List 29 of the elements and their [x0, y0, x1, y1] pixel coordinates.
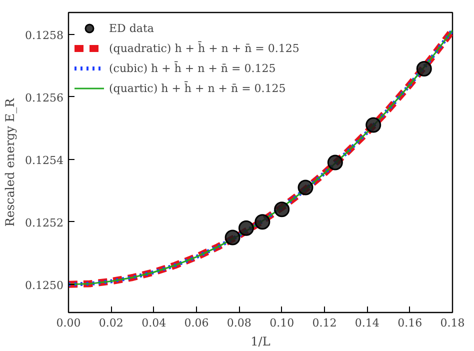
- point: [416, 61, 432, 76]
- y-axis-title: Rescaled energy E_R: [3, 97, 18, 227]
- point: [254, 214, 270, 230]
- point: [327, 154, 343, 170]
- legend-label: ED data: [109, 21, 154, 35]
- legend-label: (quartic) h + h̄ + n + n̄ = 0.125: [109, 81, 286, 95]
- point: [274, 202, 290, 218]
- legend-label: (cubic) h + h̄ + n + n̄ = 0.125: [109, 61, 276, 75]
- point: [298, 180, 314, 196]
- y-tick-label: 0.1258: [25, 28, 64, 42]
- x-tick-label: 0.00: [56, 316, 81, 330]
- point: [224, 230, 240, 246]
- y-tick-label: 0.1256: [25, 91, 64, 104]
- x-tick-label: 0.02: [98, 316, 124, 330]
- y-tick-label: 0.1250: [25, 278, 64, 292]
- x-tick-label: 0.16: [398, 316, 422, 330]
- x-tick-label: 0.10: [270, 316, 294, 330]
- x-tick-label: 0.18: [440, 316, 465, 330]
- x-tick-label: 0.14: [354, 316, 380, 330]
- x-tick-label: 0.06: [184, 316, 209, 330]
- x-tick-label: 0.04: [142, 316, 166, 330]
- x-axis-title: 1/L: [250, 334, 270, 348]
- legend-label: (quadratic) h + h̄ + n + n̄ = 0.125: [109, 41, 300, 55]
- x-tick-label: 0.08: [226, 316, 252, 330]
- point: [366, 117, 382, 133]
- x-tick-label: 0.12: [312, 316, 337, 330]
- y-tick-label: 0.1254: [25, 154, 64, 167]
- y-tick-label: 0.1252: [25, 216, 64, 230]
- point: [238, 220, 254, 236]
